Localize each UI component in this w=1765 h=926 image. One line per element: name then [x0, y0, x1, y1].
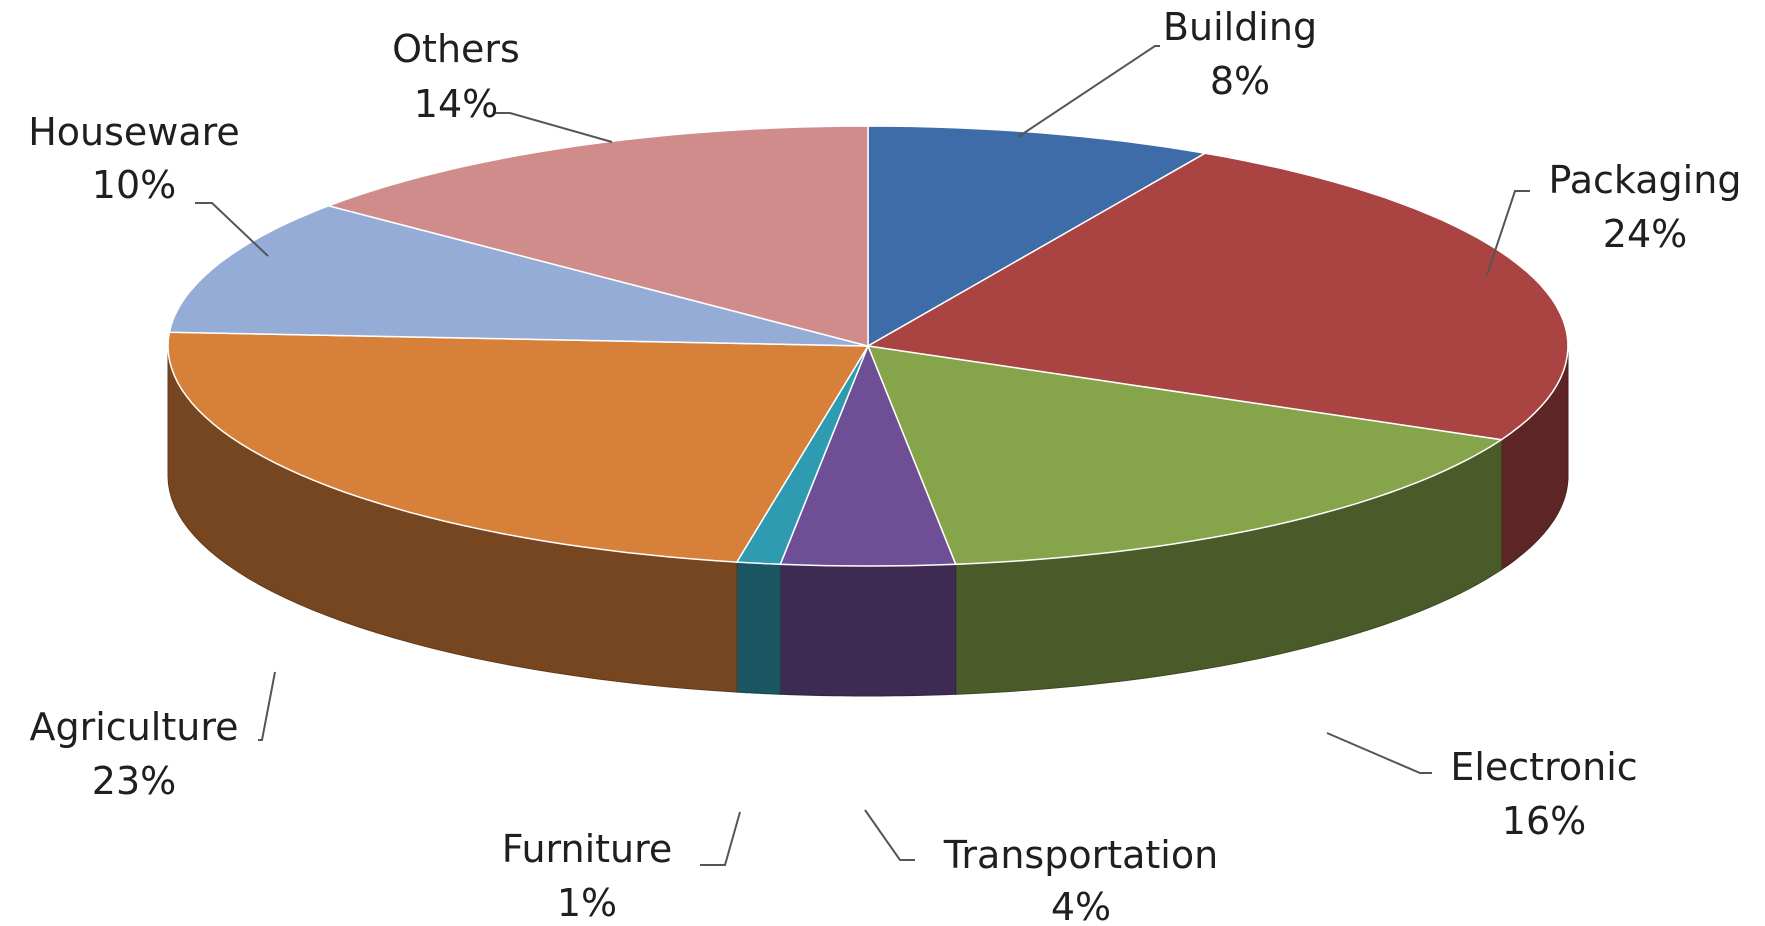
- pie-slice-houseware: [168, 205, 869, 347]
- slice-name-building: Building: [1163, 5, 1317, 49]
- pie-slice-agriculture: [167, 331, 870, 563]
- slice-name-houseware: Houseware: [28, 110, 240, 154]
- slice-label-houseware: Houseware 10%: [28, 110, 269, 257]
- slice-name-electronic: Electronic: [1450, 745, 1637, 789]
- slice-label-agriculture: Agriculture 23%: [30, 671, 276, 803]
- slice-label-electronic: Electronic 16%: [1326, 732, 1638, 843]
- leader-line-building: [1017, 45, 1160, 138]
- slice-percent-furniture: 1%: [557, 881, 617, 925]
- pie-side-transportation: [779, 563, 957, 697]
- slice-label-furniture: Furniture 1%: [502, 811, 741, 925]
- leader-line-electronic: [1326, 732, 1432, 774]
- slice-percent-houseware: 10%: [92, 163, 176, 207]
- pie-slice-others: [326, 125, 869, 347]
- leader-line-furniture: [700, 811, 741, 866]
- leader-line-agriculture: [258, 671, 276, 741]
- slice-percent-transportation: 4%: [1051, 885, 1111, 926]
- slice-percent-others: 14%: [414, 82, 498, 126]
- slice-label-others: Others 14%: [392, 27, 613, 143]
- slice-name-packaging: Packaging: [1549, 158, 1742, 202]
- leader-line-packaging: [1486, 190, 1530, 276]
- leader-line-houseware: [195, 202, 269, 257]
- slice-percent-building: 8%: [1210, 59, 1270, 103]
- pie-slice-packaging: [865, 152, 1569, 441]
- slice-label-packaging: Packaging 24%: [1486, 158, 1742, 276]
- slice-name-furniture: Furniture: [502, 827, 673, 871]
- slice-name-transportation: Transportation: [943, 833, 1218, 877]
- slice-percent-agriculture: 23%: [92, 759, 176, 803]
- leader-line-others: [495, 112, 613, 143]
- leader-line-transportation: [864, 809, 915, 861]
- slice-percent-electronic: 16%: [1502, 799, 1586, 843]
- slice-name-agriculture: Agriculture: [30, 705, 239, 749]
- pie-side-furniture: [736, 561, 781, 695]
- pie-slice-transportation: [779, 343, 957, 567]
- slice-percent-packaging: 24%: [1603, 212, 1687, 256]
- slice-label-transportation: Transportation 4%: [864, 809, 1218, 926]
- slice-name-others: Others: [392, 27, 520, 71]
- pie-top-layer: [167, 125, 1569, 567]
- slice-label-building: Building 8%: [1017, 5, 1317, 138]
- pie-slice-building: [867, 125, 1208, 348]
- pie-label-layer: Building 8% Packaging 24% Electronic 16%…: [28, 5, 1741, 926]
- pie-slice-electronic: [866, 345, 1504, 566]
- pie-depth-layer: [167, 345, 1569, 697]
